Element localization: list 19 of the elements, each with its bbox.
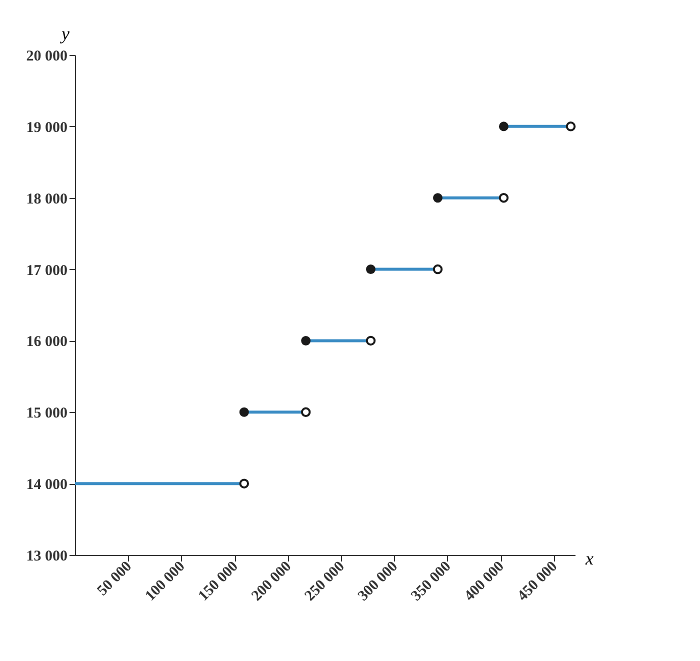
y-tick-label: 18 000 bbox=[26, 191, 68, 208]
y-axis-title: y bbox=[60, 24, 70, 44]
y-tick-label: 15 000 bbox=[26, 406, 68, 422]
x-tick-label: 50 000 bbox=[94, 558, 136, 600]
y-tick-label: 19 000 bbox=[26, 120, 68, 136]
y-tick-label: 17 000 bbox=[26, 262, 68, 279]
x-tick-label: 450 000 bbox=[514, 558, 561, 604]
y-tick-label: 16 000 bbox=[26, 334, 68, 350]
x-tick-label: 200 000 bbox=[248, 558, 295, 604]
x-tick-label: 250 000 bbox=[302, 558, 348, 604]
y-tick-label: 20 000 bbox=[26, 48, 68, 64]
y-tick-label: 14 000 bbox=[26, 477, 68, 494]
x-tick-label: 100 000 bbox=[142, 558, 188, 604]
y-tick-label: 13 000 bbox=[26, 548, 68, 564]
x-tick-label: 150 000 bbox=[196, 558, 242, 604]
x-tick-label: 300 000 bbox=[355, 558, 402, 604]
x-tick-label: 400 000 bbox=[462, 558, 508, 604]
x-axis-title: x bbox=[584, 548, 594, 568]
x-tick-label: 350 000 bbox=[408, 558, 454, 604]
